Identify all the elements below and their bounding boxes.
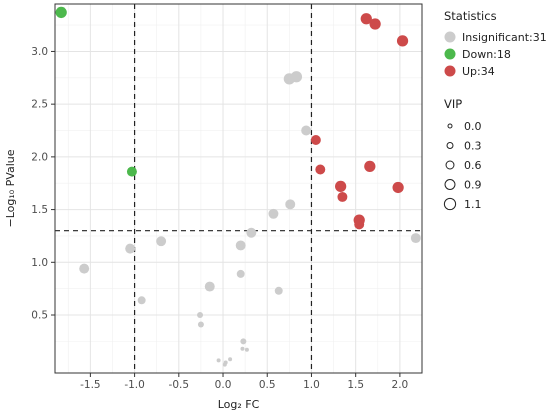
y-axis-ticks: 0.5 1.0 1.5 2.0 2.5 3.0 <box>31 46 55 322</box>
data-point <box>222 362 227 367</box>
data-point <box>364 160 376 172</box>
x-tick-label: 0.5 <box>259 379 276 391</box>
data-point <box>126 166 137 177</box>
legend-statistics-label: Insignificant:31 <box>462 31 547 44</box>
data-points <box>55 6 421 367</box>
y-tick-label: 0.5 <box>31 310 48 322</box>
legend-vip-key <box>444 179 456 190</box>
data-point <box>79 263 90 274</box>
data-point <box>290 71 303 83</box>
data-point <box>360 13 372 25</box>
data-point <box>197 312 204 319</box>
data-point <box>268 208 279 219</box>
legend-statistics-label: Up:34 <box>462 65 495 78</box>
data-point <box>392 181 404 194</box>
data-point <box>137 296 146 305</box>
x-tick-label: 0.0 <box>215 379 232 391</box>
data-point <box>216 358 221 363</box>
legend-vip-label: 0.0 <box>464 120 482 133</box>
legend-vip-key <box>446 142 454 149</box>
legend-statistics-key <box>444 31 456 43</box>
x-axis-label: Log₂ FC <box>218 398 260 411</box>
x-tick-label: -1.5 <box>80 379 101 391</box>
legend-statistics-label: Down:18 <box>462 48 511 61</box>
legend-statistics-key <box>444 48 456 60</box>
legend-vip-label: 0.9 <box>464 179 482 192</box>
legend-statistics-items: Insignificant:31 Down:18 Up:34 <box>444 31 547 78</box>
data-point <box>125 243 136 254</box>
legend-vip-title: VIP <box>444 97 462 111</box>
data-point <box>197 321 204 328</box>
legend-vip-label: 0.3 <box>464 140 482 153</box>
data-point <box>396 35 409 47</box>
data-point <box>274 286 283 295</box>
data-point <box>244 347 249 352</box>
data-point <box>337 191 348 202</box>
data-point <box>285 199 296 210</box>
data-point <box>369 18 381 30</box>
x-axis-ticks: -1.5 -1.0 -0.5 0.0 0.5 1.0 1.5 2.0 <box>80 373 408 391</box>
data-point <box>55 6 67 19</box>
data-point <box>240 346 245 351</box>
legend-vip-label: 1.1 <box>464 198 482 211</box>
legend-vip-label: 0.6 <box>464 159 482 172</box>
legend-vip-key <box>445 160 455 170</box>
data-point <box>315 164 326 175</box>
x-tick-label: 1.0 <box>303 379 320 391</box>
y-tick-label: 1.0 <box>31 257 48 269</box>
y-tick-label: 3.0 <box>31 46 48 58</box>
data-point <box>228 357 233 362</box>
panel-border <box>54 3 423 374</box>
legend-vip-key <box>443 197 457 211</box>
y-axis-label: −Log₁₀ PValue <box>4 149 17 227</box>
y-tick-label: 2.5 <box>31 99 48 111</box>
x-tick-label: 1.5 <box>347 379 364 391</box>
x-tick-label: 2.0 <box>392 379 409 391</box>
threshold-lines <box>55 4 422 373</box>
grid <box>55 4 422 373</box>
data-point <box>410 233 421 244</box>
data-point <box>335 180 347 193</box>
y-tick-label: 2.0 <box>31 151 48 163</box>
data-point <box>156 236 167 247</box>
x-tick-label: -0.5 <box>169 379 190 391</box>
legend-statistics-title: Statistics <box>444 9 497 23</box>
data-point <box>236 269 245 278</box>
data-point <box>301 125 312 136</box>
data-point <box>204 281 215 292</box>
data-point <box>310 135 321 145</box>
data-point <box>235 240 246 251</box>
data-point <box>354 219 365 230</box>
legend-vip-key <box>447 123 453 129</box>
legend-vip-items: 0.0 0.3 0.6 0.9 1.1 <box>443 120 482 211</box>
data-point <box>246 227 257 238</box>
y-tick-label: 1.5 <box>31 204 48 216</box>
x-tick-label: -1.0 <box>124 379 145 391</box>
legend: Statistics Insignificant:31Down:18Up:34 … <box>443 9 547 211</box>
legend-statistics-key <box>444 65 456 77</box>
data-point <box>240 338 247 345</box>
